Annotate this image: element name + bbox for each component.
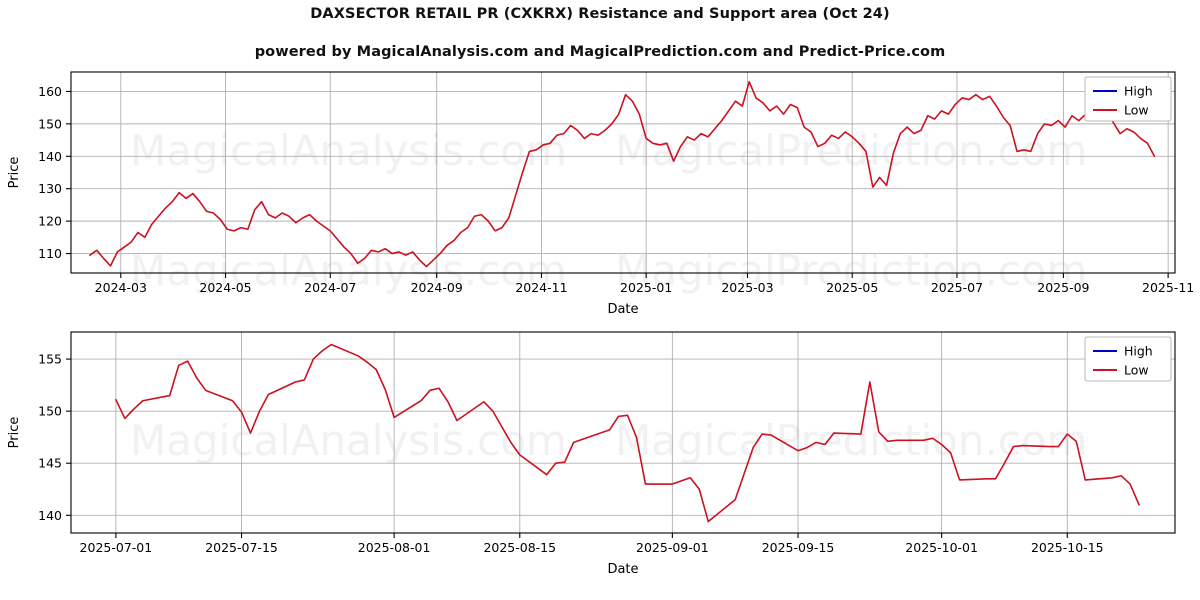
legend-item-low-label: Low bbox=[1124, 103, 1149, 118]
x-tick-label: 2024-05 bbox=[199, 280, 251, 295]
series-line-low bbox=[89, 80, 1156, 268]
x-tick-label: 2025-10-15 bbox=[1031, 540, 1104, 555]
x-tick-label: 2025-05 bbox=[826, 280, 878, 295]
y-axis-title: Price bbox=[7, 157, 22, 189]
plot-frame bbox=[70, 331, 1176, 534]
x-tick-label: 2025-09 bbox=[1037, 280, 1089, 295]
y-tick-label: 110 bbox=[38, 246, 62, 261]
upper-chart-svg: MagicalAnalysis.com MagicalPrediction.com… bbox=[7, 71, 1194, 317]
series-line-low bbox=[115, 343, 1140, 523]
watermark-text: MagicalAnalysis.com bbox=[130, 126, 567, 175]
y-tick-label: 150 bbox=[38, 116, 62, 131]
watermark-text: MagicalPrediction.com bbox=[615, 126, 1088, 175]
x-tick-label: 2025-03 bbox=[721, 280, 773, 295]
watermark-text: MagicalAnalysis.com bbox=[130, 246, 567, 295]
lower-chart-svg: MagicalAnalysis.com MagicalPrediction.com… bbox=[7, 331, 1176, 577]
y-axis-title: Price bbox=[7, 417, 22, 449]
y-tick-label: 145 bbox=[38, 456, 62, 471]
legend-item-low-label: Low bbox=[1124, 363, 1149, 378]
lower-price-chart: MagicalAnalysis.com MagicalPrediction.com… bbox=[0, 330, 1200, 600]
page-subtitle: powered by MagicalAnalysis.com and Magic… bbox=[254, 44, 946, 60]
x-tick-label: 2025-07 bbox=[931, 280, 983, 295]
watermark-text: MagicalPrediction.com bbox=[615, 246, 1088, 295]
x-tick-label: 2024-07 bbox=[304, 280, 356, 295]
legend-item-high-label: High bbox=[1124, 84, 1153, 99]
x-tick-label: 2025-09-01 bbox=[636, 540, 709, 555]
x-tick-label: 2024-09 bbox=[411, 280, 463, 295]
x-tick-label: 2025-09-15 bbox=[762, 540, 835, 555]
x-tick-label: 2025-07-01 bbox=[80, 540, 153, 555]
page-title: DAXSECTOR RETAIL PR (CXKRX) Resistance a… bbox=[310, 6, 890, 22]
y-tick-label: 150 bbox=[38, 404, 62, 419]
upper-price-chart: MagicalAnalysis.com MagicalPrediction.com… bbox=[0, 70, 1200, 320]
legend: High Low bbox=[1084, 76, 1172, 122]
x-axis-title: Date bbox=[607, 562, 638, 577]
x-tick-label: 2025-01 bbox=[620, 280, 672, 295]
plot-frame bbox=[70, 71, 1176, 274]
x-tick-label: 2025-08-01 bbox=[358, 540, 431, 555]
y-tick-label: 130 bbox=[38, 181, 62, 196]
y-tick-label: 140 bbox=[38, 508, 62, 523]
y-tick-label: 120 bbox=[38, 214, 62, 229]
x-tick-label: 2025-11 bbox=[1142, 280, 1194, 295]
x-tick-label: 2024-03 bbox=[95, 280, 147, 295]
y-tick-label: 160 bbox=[38, 84, 62, 99]
y-tick-label: 140 bbox=[38, 149, 62, 164]
y-tick-label: 155 bbox=[38, 352, 62, 367]
x-axis-title: Date bbox=[607, 302, 638, 317]
watermark-text: MagicalAnalysis.com bbox=[130, 416, 567, 465]
watermark-text: MagicalPrediction.com bbox=[615, 416, 1088, 465]
x-tick-label: 2025-10-01 bbox=[905, 540, 978, 555]
legend-item-high-label: High bbox=[1124, 344, 1153, 359]
x-tick-label: 2025-07-15 bbox=[205, 540, 278, 555]
legend: High Low bbox=[1084, 336, 1172, 382]
x-tick-label: 2025-08-15 bbox=[483, 540, 556, 555]
x-tick-label: 2024-11 bbox=[515, 280, 567, 295]
